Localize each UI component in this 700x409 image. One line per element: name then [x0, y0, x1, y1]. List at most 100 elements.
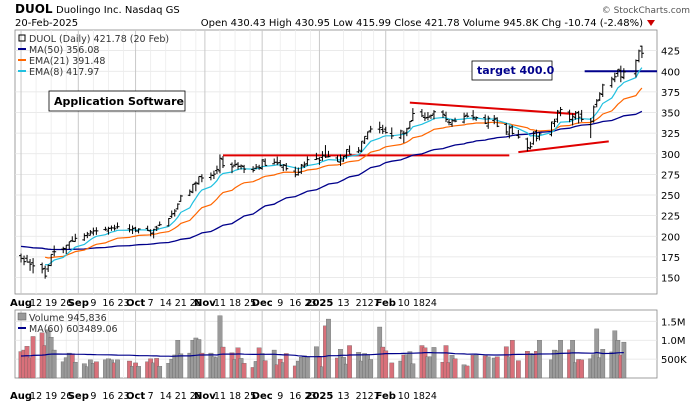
volume-bar [473, 354, 479, 379]
volume-bar [537, 340, 542, 379]
volume-bar [431, 347, 437, 379]
x-tick-label-bottom: Feb [376, 391, 396, 402]
volume-bar [157, 366, 163, 379]
x-tick-label: Oct [126, 298, 145, 309]
volume-bar [494, 356, 500, 379]
x-tick-label: 23 [304, 298, 316, 309]
watermark: © StockCharts.com [602, 6, 690, 16]
x-tick-label: 10 [398, 298, 410, 309]
volume-bar [389, 362, 395, 379]
x-tick-label: 25 [244, 298, 256, 309]
target-label: target 400.0 [477, 64, 555, 77]
x-tick-label: 27 [368, 298, 380, 309]
x-tick-label-bottom: 25 [244, 391, 256, 402]
x-tick-label-bottom: Nov [194, 391, 216, 402]
x-tick-label-bottom: 16 [102, 391, 114, 402]
x-tick-label-bottom: 9 [90, 391, 96, 402]
price-tick-label: 200 [661, 232, 680, 243]
price-tick-label: 175 [661, 253, 680, 264]
volume-bar [368, 359, 374, 379]
x-tick-label: 9 [277, 298, 283, 309]
volume-legend-label: MA(60) 603489.06 [29, 324, 118, 335]
x-tick-label: Feb [376, 298, 396, 309]
price-tick-label: 300 [661, 150, 680, 161]
volume-legend-label: Volume 945,836 [29, 313, 107, 324]
x-tick-label: Sep [68, 298, 89, 309]
ma50-line [20, 110, 643, 251]
volume-bar [570, 340, 575, 379]
price-legend-swatch [18, 34, 26, 42]
volume-bar [410, 363, 416, 379]
volume-legend-swatch [17, 312, 27, 321]
x-tick-label-bottom: 21 [356, 391, 368, 402]
volume-bar [136, 366, 141, 379]
sector-label: Application Software [54, 95, 184, 108]
ema8-line [45, 67, 643, 266]
x-tick-label-bottom: 12 [30, 391, 42, 402]
volume-tick-label: 1.5M [661, 317, 686, 328]
quote-line: Open 430.43 High 430.95 Low 415.99 Close… [201, 18, 643, 29]
volume-bar [305, 356, 310, 379]
price-legend: DUOL (Daily) 421.78 (20 Feb)MA(50) 356.0… [18, 34, 169, 78]
legend-label: EMA(21) 391.48 [29, 56, 105, 67]
volume-bar [262, 360, 268, 379]
x-tick-label: 18 [413, 298, 425, 309]
x-tick-label: 19 [45, 298, 57, 309]
x-tick-label: 12 [30, 298, 42, 309]
legend-label: MA(50) 356.08 [29, 45, 99, 56]
volume-bar [178, 353, 184, 379]
ticker-symbol: DUOL [15, 2, 53, 16]
volume-bar [115, 359, 120, 379]
x-tick-label: 18 [229, 298, 241, 309]
x-tick-label: Aug [10, 298, 32, 309]
price-tick-label: 350 [661, 109, 680, 120]
x-tick-label-bottom: Oct [126, 391, 145, 402]
volume-tick-label: 500K [661, 355, 687, 366]
volume-bar [347, 345, 352, 379]
volume-bar [94, 361, 99, 379]
volume-bar [621, 341, 627, 379]
chart-date: 20-Feb-2025 [15, 18, 78, 29]
x-tick-label: 13 [337, 298, 349, 309]
price-tick-label: 325 [661, 129, 680, 140]
volume-tick-label: 1.0M [661, 336, 686, 347]
volume-bar [241, 363, 247, 379]
wedge-upper-line [409, 101, 576, 116]
volume-bar [326, 318, 331, 379]
x-tick-label: 23 [117, 298, 129, 309]
price-tick-label: 225 [661, 212, 680, 223]
x-tick-label-bottom: 9 [277, 391, 283, 402]
price-tick-label: 425 [661, 47, 680, 58]
x-tick-label: 16 [102, 298, 114, 309]
down-arrow-icon [647, 20, 655, 26]
volume-bar [558, 340, 563, 379]
x-tick-label: 14 [160, 298, 172, 309]
price-panel [14, 29, 658, 295]
volume-bar [30, 336, 36, 379]
wedge-lower-line [518, 140, 609, 154]
volume-bar [464, 365, 470, 379]
x-tick-label: 9 [90, 298, 96, 309]
x-tick-label-bottom: 13 [337, 391, 349, 402]
x-tick-label-bottom: 18 [413, 391, 425, 402]
x-tick-label: Dec [252, 298, 273, 309]
x-tick-label: 26 [60, 298, 72, 309]
x-tick-label-bottom: 27 [368, 391, 380, 402]
x-tick-label-bottom: 23 [117, 391, 129, 402]
chart-header: DUOL Duolingo Inc. Nasdaq GS © StockChar… [15, 2, 690, 29]
volume-bar [220, 346, 226, 379]
volume-bar [485, 356, 491, 379]
x-tick-label-bottom: 28 [190, 391, 202, 402]
x-tick-label-bottom: Dec [252, 391, 273, 402]
x-tick-label-bottom: 14 [160, 391, 172, 402]
x-tick-label-bottom: Aug [10, 391, 32, 402]
x-tick-label-bottom: 7 [148, 391, 154, 402]
x-tick-label: 21 [175, 298, 187, 309]
x-tick-label-bottom: 21 [175, 391, 187, 402]
volume-bar [452, 358, 458, 379]
legend-label: EMA(8) 417.97 [29, 67, 99, 78]
x-tick-label: 24 [425, 298, 437, 309]
